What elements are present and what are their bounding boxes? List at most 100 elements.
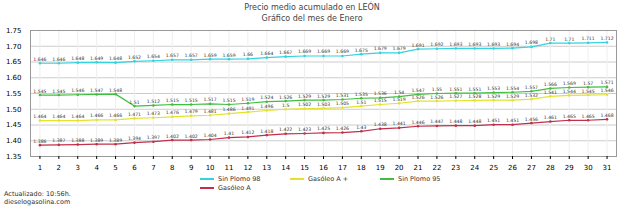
- svg-text:1.389: 1.389: [109, 138, 122, 143]
- svg-text:1.551: 1.551: [468, 87, 481, 92]
- svg-text:1.50: 1.50: [6, 105, 22, 113]
- svg-text:16: 16: [319, 164, 328, 172]
- svg-text:1.441: 1.441: [393, 121, 406, 126]
- svg-text:1.71: 1.71: [545, 37, 555, 42]
- svg-text:1.512: 1.512: [147, 99, 160, 104]
- svg-text:3: 3: [76, 164, 80, 172]
- svg-text:1.667: 1.667: [279, 50, 292, 55]
- svg-text:1.425: 1.425: [317, 126, 330, 131]
- svg-text:1.648: 1.648: [71, 56, 84, 61]
- svg-text:1.545: 1.545: [582, 89, 595, 94]
- svg-text:1.418: 1.418: [260, 129, 273, 134]
- svg-text:1.657: 1.657: [166, 53, 179, 58]
- svg-text:1.557: 1.557: [525, 85, 538, 90]
- svg-text:12: 12: [243, 164, 252, 172]
- svg-text:15: 15: [300, 164, 309, 172]
- svg-text:1.652: 1.652: [128, 55, 141, 60]
- svg-text:24: 24: [470, 164, 479, 172]
- svg-text:1.41: 1.41: [224, 131, 234, 136]
- svg-text:1.45: 1.45: [6, 121, 22, 129]
- svg-text:1.426: 1.426: [336, 126, 349, 131]
- svg-text:1.536: 1.536: [374, 91, 387, 96]
- svg-text:1: 1: [38, 164, 42, 172]
- svg-text:1.404: 1.404: [204, 133, 217, 138]
- svg-text:1.451: 1.451: [487, 118, 500, 123]
- svg-text:10: 10: [206, 164, 215, 172]
- svg-text:1.75: 1.75: [6, 27, 22, 35]
- svg-text:1.646: 1.646: [33, 57, 46, 62]
- svg-text:1.515: 1.515: [185, 98, 198, 103]
- svg-text:1.503: 1.503: [317, 102, 330, 107]
- svg-text:1.43: 1.43: [356, 125, 366, 130]
- svg-text:1.546: 1.546: [71, 88, 84, 93]
- svg-text:1.541: 1.541: [544, 90, 557, 95]
- svg-text:1.451: 1.451: [506, 118, 519, 123]
- svg-text:9: 9: [189, 164, 193, 172]
- svg-text:1.481: 1.481: [204, 109, 217, 114]
- svg-text:1.529: 1.529: [487, 94, 500, 99]
- svg-text:1.566: 1.566: [544, 82, 557, 87]
- svg-text:1.693: 1.693: [487, 42, 500, 47]
- svg-text:4: 4: [94, 164, 99, 172]
- svg-text:1.649: 1.649: [90, 56, 103, 61]
- svg-text:1.456: 1.456: [525, 117, 538, 122]
- svg-text:1.659: 1.659: [204, 53, 217, 58]
- svg-text:1.65: 1.65: [6, 58, 22, 66]
- svg-text:1.669: 1.669: [336, 49, 349, 54]
- svg-text:21: 21: [414, 164, 423, 172]
- svg-text:1.389: 1.389: [90, 138, 103, 143]
- svg-text:1.466: 1.466: [109, 113, 122, 118]
- svg-text:1.461: 1.461: [544, 115, 557, 120]
- svg-text:1.496: 1.496: [260, 104, 273, 109]
- svg-text:1.529: 1.529: [298, 94, 311, 99]
- svg-text:1.657: 1.657: [185, 53, 198, 58]
- svg-text:1.448: 1.448: [468, 119, 481, 124]
- svg-text:1.675: 1.675: [355, 48, 368, 53]
- svg-text:1.388: 1.388: [71, 138, 84, 143]
- svg-text:20: 20: [395, 164, 404, 172]
- svg-text:1.479: 1.479: [185, 109, 198, 114]
- svg-text:1.548: 1.548: [109, 88, 122, 93]
- svg-text:1.515: 1.515: [166, 98, 179, 103]
- svg-text:1.694: 1.694: [506, 42, 519, 47]
- svg-text:1.446: 1.446: [411, 120, 424, 125]
- svg-text:1.528: 1.528: [468, 94, 481, 99]
- svg-text:1.40: 1.40: [6, 137, 22, 145]
- svg-text:1.519: 1.519: [241, 97, 254, 102]
- svg-text:1.486: 1.486: [222, 107, 235, 112]
- svg-text:1.66: 1.66: [243, 52, 253, 57]
- svg-text:1.438: 1.438: [374, 122, 387, 127]
- svg-text:1.515: 1.515: [222, 98, 235, 103]
- svg-text:1.471: 1.471: [128, 112, 141, 117]
- svg-text:5: 5: [113, 164, 117, 172]
- svg-text:31: 31: [603, 164, 612, 172]
- svg-text:1.691: 1.691: [411, 43, 424, 48]
- svg-text:1.669: 1.669: [317, 49, 330, 54]
- svg-text:1.54: 1.54: [394, 90, 404, 95]
- svg-text:1.491: 1.491: [241, 106, 254, 111]
- svg-text:1.532: 1.532: [525, 93, 538, 98]
- svg-text:19: 19: [376, 164, 385, 172]
- svg-text:1.422: 1.422: [279, 127, 292, 132]
- svg-text:1.70: 1.70: [6, 42, 22, 50]
- svg-text:1.448: 1.448: [449, 119, 462, 124]
- svg-text:1.571: 1.571: [600, 80, 613, 85]
- svg-text:1.529: 1.529: [317, 94, 330, 99]
- svg-text:1.659: 1.659: [222, 53, 235, 58]
- svg-text:7: 7: [151, 164, 155, 172]
- svg-text:1.394: 1.394: [128, 136, 141, 141]
- svg-text:1.35: 1.35: [6, 153, 22, 161]
- svg-text:8: 8: [170, 164, 174, 172]
- svg-text:1.646: 1.646: [52, 57, 65, 62]
- svg-text:1.545: 1.545: [52, 89, 65, 94]
- svg-text:1.465: 1.465: [563, 114, 576, 119]
- svg-text:1.51: 1.51: [356, 100, 366, 105]
- svg-text:1.553: 1.553: [487, 86, 500, 91]
- svg-text:1.466: 1.466: [90, 113, 103, 118]
- svg-text:1.546: 1.546: [600, 88, 613, 93]
- svg-text:1.527: 1.527: [449, 94, 462, 99]
- svg-text:1.517: 1.517: [204, 97, 217, 102]
- svg-text:1.693: 1.693: [449, 42, 462, 47]
- svg-text:1.57: 1.57: [583, 81, 593, 86]
- svg-text:1.669: 1.669: [298, 49, 311, 54]
